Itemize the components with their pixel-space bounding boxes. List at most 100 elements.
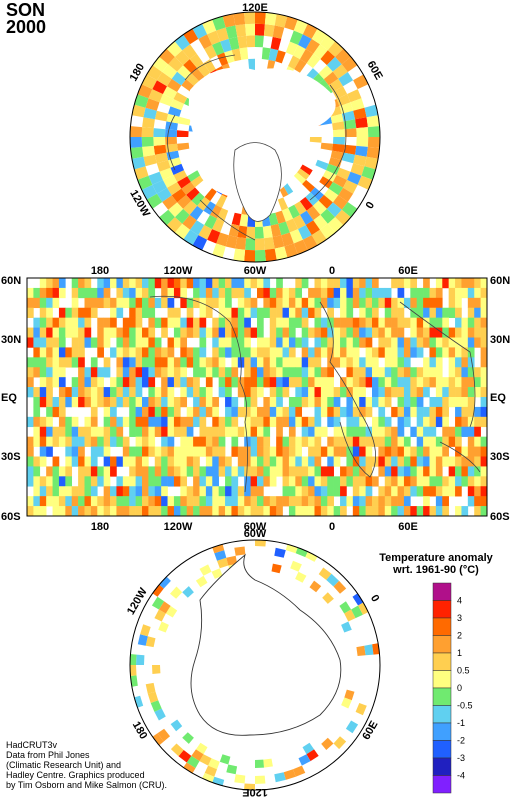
anomaly-cell (480, 357, 488, 368)
anomaly-cell (306, 205, 321, 221)
anomaly-cell (154, 337, 162, 348)
anomaly-cell (137, 175, 153, 190)
lat-label-left: 60N (1, 275, 21, 287)
anomaly-cell (461, 387, 469, 398)
anomaly-cell (257, 367, 264, 378)
anomaly-cell (340, 446, 347, 457)
anomaly-cell (180, 486, 188, 497)
anomaly-cell (320, 278, 328, 289)
anomaly-cell (410, 297, 418, 309)
anomaly-cell (295, 486, 303, 497)
anomaly-cell (110, 506, 117, 517)
anomaly-cell (177, 142, 190, 151)
anomaly-cell (295, 287, 303, 299)
anomaly-cell (199, 466, 207, 477)
anomaly-cell (403, 377, 411, 388)
anomaly-cell (39, 486, 47, 497)
anomaly-cell (154, 110, 169, 122)
anomaly-cell (295, 367, 303, 378)
map-title: SON 2000 (6, 1, 46, 36)
anomaly-cell (257, 476, 264, 487)
anomaly-cell (167, 182, 182, 196)
anomaly-cell (97, 476, 104, 487)
anomaly-cell (467, 486, 475, 497)
anomaly-cell (346, 397, 354, 408)
anomaly-cell (467, 397, 475, 408)
anomaly-cell (168, 202, 184, 218)
anomaly-cell (320, 297, 328, 309)
anomaly-cell (131, 156, 146, 170)
anomaly-cell (177, 65, 192, 80)
anomaly-cell (416, 297, 424, 309)
anomaly-cell (218, 367, 226, 378)
anomaly-cell (308, 506, 315, 517)
anomaly-cell (346, 307, 354, 318)
anomaly-cell (269, 347, 277, 358)
anomaly-cell (217, 52, 229, 66)
anomaly-cell (129, 406, 136, 418)
anomaly-cell (384, 506, 392, 517)
anomaly-cell (333, 476, 341, 487)
anomaly-cell (320, 496, 328, 507)
anomaly-cell (269, 367, 277, 378)
anomaly-cell (205, 307, 213, 318)
anomaly-cell (448, 327, 456, 338)
anomaly-cell (122, 278, 130, 289)
anomaly-cell (237, 347, 245, 358)
anomaly-cell (333, 416, 341, 428)
anomaly-cell (378, 466, 386, 477)
anomaly-cell (423, 446, 430, 457)
anomaly-cell (103, 406, 111, 418)
anomaly-cell (397, 456, 405, 467)
anomaly-cell (289, 30, 303, 45)
anomaly-cell (90, 506, 98, 517)
anomaly-cell (359, 327, 366, 338)
anomaly-cell (288, 496, 296, 507)
anomaly-cell (110, 436, 117, 447)
anomaly-cell (308, 486, 315, 497)
anomaly-cell (142, 377, 149, 388)
anomaly-cell (212, 16, 226, 31)
anomaly-cell (65, 317, 73, 328)
anomaly-cell (314, 456, 322, 467)
anomaly-cell (97, 367, 104, 378)
anomaly-cell (340, 357, 347, 368)
anomaly-cell (129, 416, 136, 428)
anomaly-cell (298, 225, 312, 240)
anomaly-cell (39, 496, 47, 507)
anomaly-cell (448, 436, 456, 447)
anomaly-cell (353, 107, 367, 120)
anomaly-cell (205, 506, 213, 517)
anomaly-cell (327, 297, 334, 309)
anomaly-cell (429, 377, 437, 388)
anomaly-cell (122, 377, 130, 388)
anomaly-cell (46, 486, 53, 497)
anomaly-cell (142, 367, 149, 378)
anomaly-cell (173, 496, 181, 507)
anomaly-cell (295, 466, 303, 477)
anomaly-cell (122, 397, 130, 408)
anomaly-cell (186, 506, 194, 517)
anomaly-cell (282, 456, 290, 467)
anomaly-cell (429, 307, 437, 318)
anomaly-cell (103, 287, 111, 299)
anomaly-cell (343, 144, 357, 155)
anomaly-cell (448, 307, 456, 318)
anomaly-cell (71, 496, 79, 507)
anomaly-cell (71, 506, 79, 517)
anomaly-cell (333, 317, 341, 328)
anomaly-cell (255, 35, 264, 48)
anomaly-cell (225, 496, 232, 507)
anomaly-cell (135, 327, 143, 338)
anomaly-cell (27, 297, 34, 309)
anomaly-cell (346, 456, 354, 467)
anomaly-cell (359, 406, 366, 418)
anomaly-cell (295, 416, 303, 428)
anomaly-cell (174, 50, 190, 66)
anomaly-cell (372, 416, 379, 428)
anomaly-cell (142, 486, 149, 497)
anomaly-cell (180, 377, 188, 388)
anomaly-cell (110, 416, 117, 428)
anomaly-cell (359, 446, 366, 457)
anomaly-cell (365, 486, 373, 497)
